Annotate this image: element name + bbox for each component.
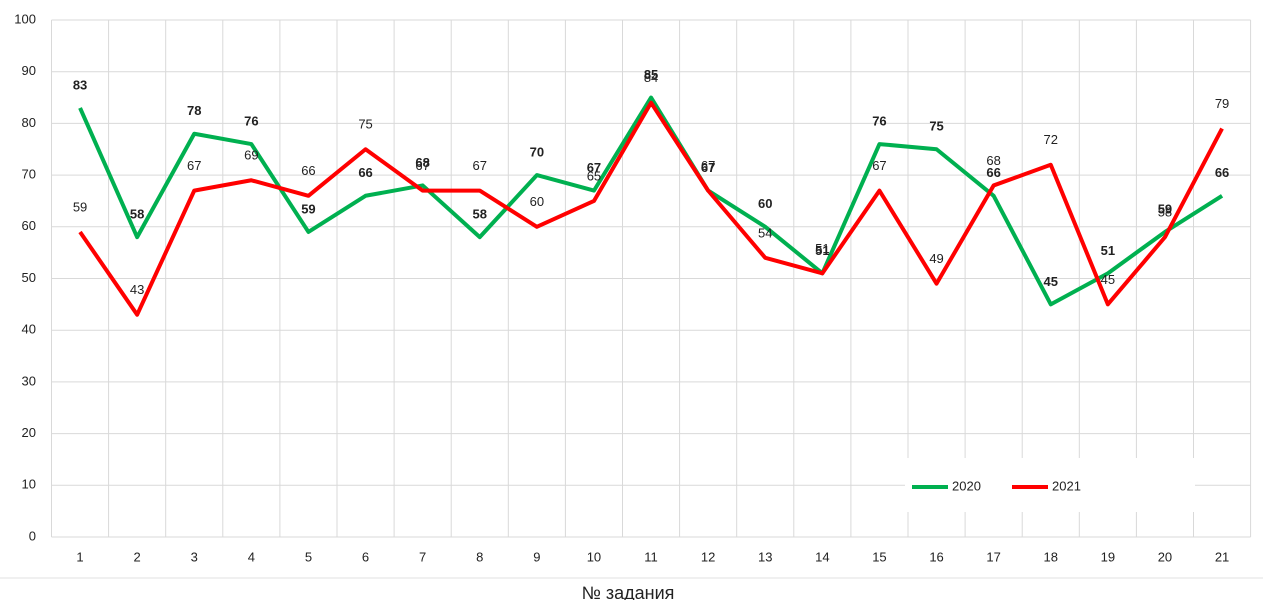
y-tick-label: 50 <box>22 270 36 285</box>
data-label: 68 <box>415 155 429 170</box>
y-tick-label: 10 <box>22 477 36 492</box>
legend-box <box>905 458 1195 512</box>
data-label: 67 <box>701 160 715 175</box>
data-label: 54 <box>758 225 772 240</box>
y-tick-label: 90 <box>22 63 36 78</box>
data-label: 67 <box>701 158 715 173</box>
legend-label: 2021 <box>1052 478 1081 493</box>
data-label: 45 <box>1044 274 1058 289</box>
data-label: 85 <box>644 67 658 82</box>
data-label: 49 <box>929 251 943 266</box>
data-label: 67 <box>187 158 201 173</box>
x-tick-label: 11 <box>644 549 658 564</box>
data-label: 60 <box>530 194 544 209</box>
data-label: 59 <box>73 199 87 214</box>
y-tick-label: 80 <box>22 115 36 130</box>
data-label: 69 <box>244 148 258 163</box>
y-tick-label: 20 <box>22 425 36 440</box>
x-tick-label: 17 <box>986 549 1000 564</box>
data-label: 66 <box>358 165 372 180</box>
x-axis-title: № задания <box>582 583 675 600</box>
data-label: 45 <box>1101 272 1115 287</box>
data-label: 66 <box>986 165 1000 180</box>
data-label: 67 <box>872 158 886 173</box>
data-label: 43 <box>130 282 144 297</box>
x-tick-label: 2 <box>134 549 141 564</box>
y-tick-label: 40 <box>22 322 36 337</box>
data-label: 67 <box>473 158 487 173</box>
data-label: 66 <box>301 163 315 178</box>
legend-label: 2020 <box>952 478 981 493</box>
data-label: 72 <box>1044 132 1058 147</box>
x-tick-label: 9 <box>533 549 540 564</box>
data-label: 84 <box>644 70 658 85</box>
data-label: 51 <box>1101 243 1115 258</box>
x-tick-label: 14 <box>815 549 829 564</box>
x-tick-label: 16 <box>929 549 943 564</box>
x-tick-label: 15 <box>872 549 886 564</box>
data-label: 58 <box>130 207 144 222</box>
data-label: 76 <box>244 114 258 129</box>
y-tick-label: 30 <box>22 373 36 388</box>
x-tick-label: 19 <box>1101 549 1115 564</box>
y-tick-label: 60 <box>22 218 36 233</box>
data-label: 59 <box>301 201 315 216</box>
data-label: 79 <box>1215 96 1229 111</box>
series-line <box>78 100 1224 317</box>
x-tick-label: 10 <box>587 549 601 564</box>
y-tick-label: 70 <box>22 167 36 182</box>
data-label: 76 <box>872 114 886 129</box>
x-tick-label: 8 <box>476 549 483 564</box>
data-label: 58 <box>473 207 487 222</box>
data-label: 66 <box>1215 165 1229 180</box>
x-tick-label: 13 <box>758 549 772 564</box>
data-label: 68 <box>986 153 1000 168</box>
y-tick-label: 100 <box>14 11 36 26</box>
data-label: 65 <box>587 168 601 183</box>
data-label: 59 <box>1158 201 1172 216</box>
data-label: 51 <box>815 241 829 256</box>
y-tick-label: 0 <box>29 528 36 543</box>
data-label: 67 <box>587 160 601 175</box>
x-tick-label: 4 <box>248 549 255 564</box>
series-line <box>78 95 1224 307</box>
data-label: 51 <box>815 243 829 258</box>
x-tick-label: 1 <box>76 549 83 564</box>
x-tick-label: 20 <box>1158 549 1172 564</box>
data-label: 75 <box>929 119 943 134</box>
x-tick-label: 21 <box>1215 549 1229 564</box>
data-label: 78 <box>187 103 201 118</box>
data-label: 58 <box>1158 205 1172 220</box>
data-label: 60 <box>758 196 772 211</box>
x-tick-label: 6 <box>362 549 369 564</box>
data-label: 70 <box>530 145 544 160</box>
x-tick-label: 18 <box>1044 549 1058 564</box>
data-label: 83 <box>73 77 87 92</box>
data-label: 67 <box>415 158 429 173</box>
x-tick-label: 12 <box>701 549 715 564</box>
data-label: 75 <box>358 117 372 132</box>
x-tick-label: 7 <box>419 549 426 564</box>
x-tick-label: 3 <box>191 549 198 564</box>
x-tick-label: 5 <box>305 549 312 564</box>
